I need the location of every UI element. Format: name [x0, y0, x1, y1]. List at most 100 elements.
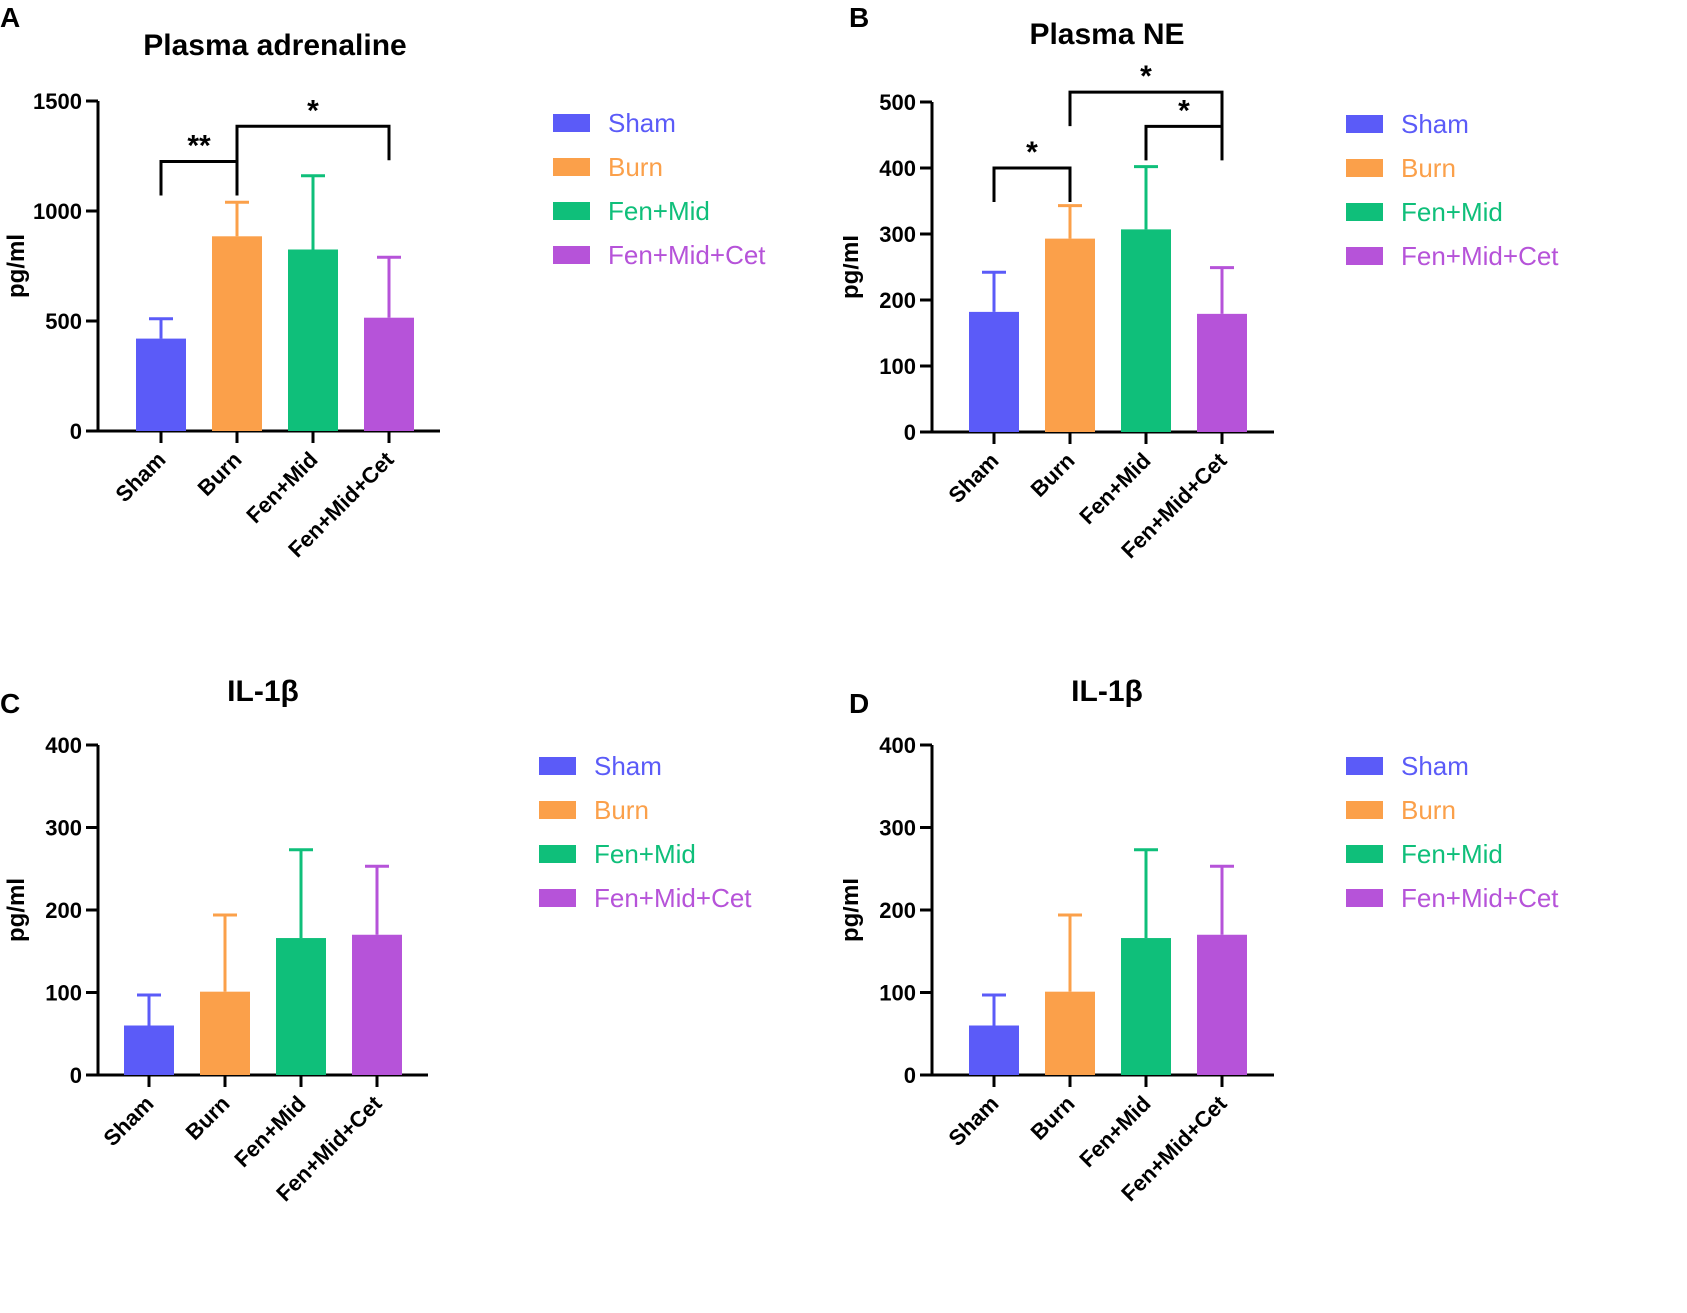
y-tick-label: 300 [879, 222, 916, 247]
significance-label: * [1140, 60, 1152, 93]
significance-bracket [1068, 90, 1224, 127]
legend-swatch [1346, 247, 1383, 265]
legend-label: Fen+Mid [608, 196, 710, 226]
y-tick-label: 400 [45, 733, 82, 758]
y-tick-label: 400 [879, 733, 916, 758]
y-axis-label: pg/ml [843, 878, 864, 942]
legend-swatch [539, 757, 576, 775]
legend-label: Fen+Mid+Cet [608, 240, 766, 270]
legend-label: Sham [608, 108, 676, 138]
x-tick-label: Burn [1026, 448, 1080, 502]
x-tick-label: Burn [181, 1091, 235, 1145]
legend-swatch [1346, 889, 1383, 907]
bar [364, 317, 414, 431]
legend-label: Fen+Mid [1401, 839, 1503, 869]
x-tick-label: Burn [193, 447, 247, 501]
bar [969, 311, 1019, 432]
y-tick-label: 200 [879, 898, 916, 923]
y-tick-label: 500 [45, 309, 82, 334]
bar [212, 236, 262, 431]
legend-label: Sham [594, 751, 662, 781]
bar [200, 991, 250, 1075]
chart-title: IL-1β [227, 675, 299, 708]
legend-label: Fen+Mid [1401, 197, 1503, 227]
significance-label: * [1178, 94, 1190, 127]
panel-a: A Plasma adrenaline pg/ml 0 500 1000 1500 Sham… [0, 0, 843, 656]
bar [1121, 938, 1171, 1075]
significance-bracket [1144, 124, 1224, 161]
bar [124, 1025, 174, 1075]
legend-label: Sham [1401, 109, 1469, 139]
panel-letter: D [849, 688, 870, 719]
panel-c: C IL-1β pg/ml 0 100 200 300 400 Sham Burn Fen+Mid… [0, 656, 843, 1313]
bar [1121, 229, 1171, 432]
y-tick-label: 100 [879, 354, 916, 379]
x-tick-label: Fen+Mid [1074, 448, 1155, 529]
bar [136, 338, 186, 431]
y-tick-label: 200 [879, 288, 916, 313]
legend-swatch [553, 158, 590, 176]
x-tick-label: Fen+Mid [1074, 1091, 1155, 1172]
legend-label: Burn [608, 152, 663, 182]
y-tick-label: 0 [70, 419, 82, 444]
legend-swatch [539, 845, 576, 863]
panel-letter: C [0, 688, 21, 719]
significance-bracket [235, 124, 391, 161]
legend-swatch [553, 114, 590, 132]
y-tick-label: 400 [879, 156, 916, 181]
bar [1045, 991, 1095, 1075]
y-tick-label: 500 [879, 90, 916, 115]
legend-swatch [539, 801, 576, 819]
legend-label: Sham [1401, 751, 1469, 781]
y-axis-label: pg/ml [3, 234, 30, 298]
legend-label: Fen+Mid+Cet [1401, 241, 1559, 271]
y-tick-label: 100 [45, 981, 82, 1006]
y-tick-label: 300 [45, 816, 82, 841]
legend-swatch [1346, 757, 1383, 775]
x-tick-label: Sham [943, 448, 1003, 508]
legend-label: Fen+Mid [594, 839, 696, 869]
bar [1045, 238, 1095, 432]
x-tick-label: Fen+Mid [241, 447, 322, 528]
legend-swatch [1346, 159, 1383, 177]
bar [352, 934, 402, 1075]
chart-title: Plasma NE [1029, 18, 1184, 51]
bar [288, 249, 338, 431]
bar [276, 938, 326, 1075]
y-tick-label: 1000 [33, 199, 82, 224]
y-tick-label: 200 [45, 898, 82, 923]
significance-label: ** [187, 130, 211, 163]
y-tick-label: 100 [879, 981, 916, 1006]
y-axis-label: pg/ml [843, 235, 864, 299]
y-tick-label: 1500 [33, 89, 82, 114]
chart-a: Plasma adrenaline pg/ml 0 500 1000 1500 Sham Bu… [3, 29, 766, 562]
significance-bracket [992, 166, 1072, 202]
panel-d: D IL-1β pg/ml 0 100 200 300 400 Sham Burn Fen+Mid… [843, 656, 1687, 1313]
x-tick-label: Sham [110, 447, 170, 507]
significance-label: * [307, 94, 319, 127]
bar [1197, 934, 1247, 1075]
legend-swatch [1346, 801, 1383, 819]
legend-swatch [539, 889, 576, 907]
panel-letter: B [849, 2, 870, 33]
bar [969, 1025, 1019, 1075]
legend-label: Burn [1401, 795, 1456, 825]
legend-label: Burn [1401, 153, 1456, 183]
legend-label: Fen+Mid+Cet [594, 883, 752, 913]
legend-swatch [1346, 115, 1383, 133]
significance-label: * [1026, 136, 1038, 169]
panel-b: B Plasma NE pg/ml 0 100 200 300 400 500 Sham Burn… [843, 0, 1687, 656]
panel-letter: A [0, 2, 21, 33]
bar [1197, 313, 1247, 432]
legend-swatch [553, 246, 590, 264]
legend-label: Burn [594, 795, 649, 825]
x-tick-label: Fen+Mid [229, 1091, 310, 1172]
legend-label: Fen+Mid+Cet [1401, 883, 1559, 913]
x-tick-label: Burn [1026, 1091, 1080, 1145]
y-tick-label: 300 [879, 816, 916, 841]
x-tick-label: Sham [98, 1091, 158, 1151]
y-axis-label: pg/ml [3, 878, 30, 942]
